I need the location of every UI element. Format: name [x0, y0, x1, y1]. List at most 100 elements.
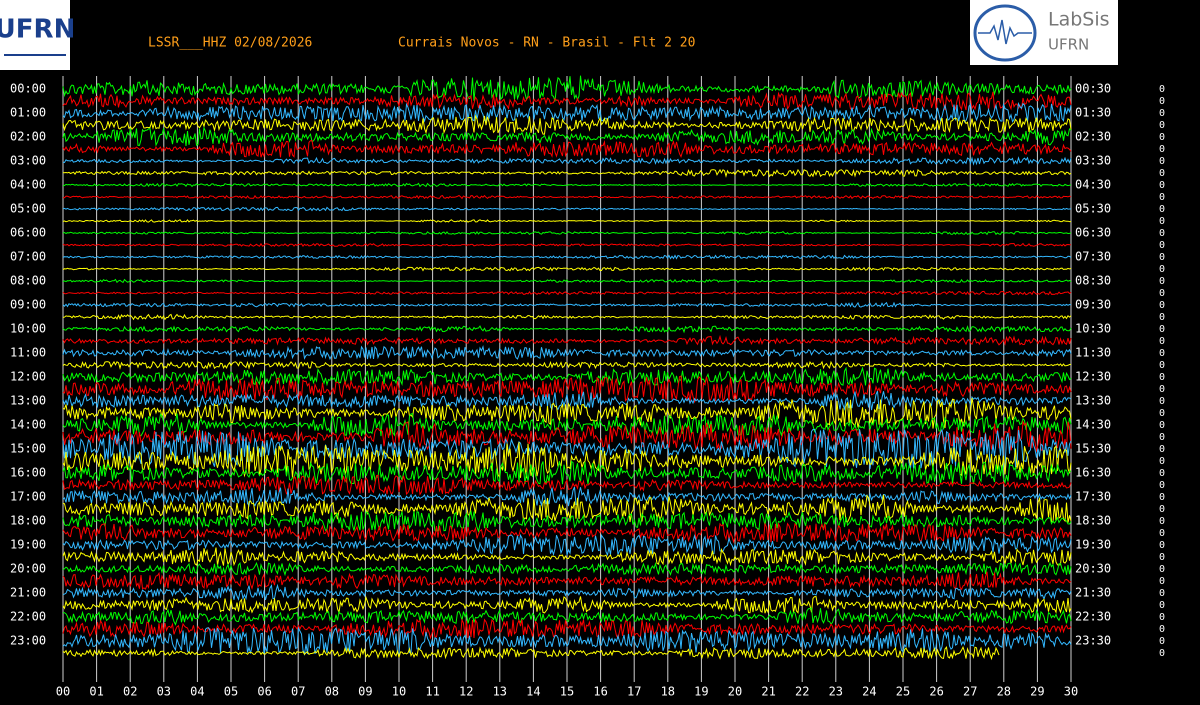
trace: [62, 182, 1072, 188]
hour-label: 05:00: [10, 202, 46, 216]
trace: [62, 206, 1072, 212]
hour-label: 08:00: [10, 274, 46, 288]
row-count: 0: [1159, 456, 1165, 467]
half-hour-label: 16:30: [1075, 466, 1111, 480]
trace: [62, 626, 1072, 657]
trace: [62, 114, 1072, 135]
half-hour-label: 18:30: [1075, 514, 1111, 528]
x-tick-label: 28: [997, 685, 1011, 699]
hour-label: 17:00: [10, 490, 46, 504]
logo-left: UFRN: [0, 0, 75, 70]
trace: [62, 344, 1072, 361]
trace: [62, 509, 1072, 533]
hour-label: 14:00: [10, 418, 46, 432]
half-hour-label: 15:30: [1075, 442, 1111, 456]
trace: [62, 390, 1072, 411]
row-count: 0: [1159, 480, 1165, 491]
half-hour-label: 23:30: [1075, 634, 1111, 648]
logo-ring: [973, 4, 1037, 62]
trace: [62, 607, 1072, 626]
row-count: 0: [1159, 108, 1165, 119]
x-tick-label: 29: [1030, 685, 1044, 699]
row-count: 0: [1159, 636, 1165, 647]
hour-label: 06:00: [10, 226, 46, 240]
hour-label: 01:00: [10, 106, 46, 120]
half-hour-label: 07:30: [1075, 250, 1111, 264]
trace: [62, 618, 1072, 640]
station-label: LSSR___HHZ 02/08/2026: [148, 36, 312, 51]
logo-title: LabSis: [1048, 9, 1110, 31]
trace: [62, 360, 1072, 370]
row-count: 0: [1159, 432, 1165, 443]
trace: [62, 533, 1072, 557]
hour-label: 09:00: [10, 298, 46, 312]
row-count: 0: [1159, 360, 1165, 371]
x-tick-label: 30: [1064, 685, 1078, 699]
row-count: 0: [1159, 120, 1165, 131]
x-tick-label: 15: [560, 685, 574, 699]
labels: 00 01 02 03 04 05 06 07 08 09 10 11 12 13 14 15 16 17 18 19…: [10, 82, 1165, 699]
hour-label: 23:00: [10, 634, 46, 648]
x-tick-label: 12: [459, 685, 473, 699]
half-hour-label: 22:30: [1075, 610, 1111, 624]
trace: [62, 126, 1072, 147]
x-tick-label: 04: [190, 685, 204, 699]
row-count: 0: [1159, 612, 1165, 623]
half-hour-label: 17:30: [1075, 490, 1111, 504]
row-count: 0: [1159, 372, 1165, 383]
half-hour-label: 12:30: [1075, 370, 1111, 384]
row-count: 0: [1159, 204, 1165, 215]
row-count: 0: [1159, 240, 1165, 251]
trace: [62, 219, 1071, 223]
row-count: 0: [1159, 444, 1165, 455]
row-count: 0: [1159, 156, 1165, 167]
row-count: 0: [1159, 84, 1165, 95]
hour-label: 22:00: [10, 610, 46, 624]
x-tick-label: 25: [896, 685, 910, 699]
hour-label: 15:00: [10, 442, 46, 456]
hour-label: 00:00: [10, 82, 46, 96]
hour-label: 12:00: [10, 370, 46, 384]
row-count: 0: [1159, 336, 1165, 347]
hour-label: 03:00: [10, 154, 46, 168]
trace: [62, 194, 1072, 200]
row-count: 0: [1159, 288, 1165, 299]
trace: [62, 301, 1072, 308]
hour-label: 19:00: [10, 538, 46, 552]
half-hour-label: 13:30: [1075, 394, 1111, 408]
row-count: 0: [1159, 348, 1165, 359]
half-hour-label: 01:30: [1075, 106, 1111, 120]
trace: [62, 595, 1072, 615]
x-tick-label: 02: [123, 685, 137, 699]
row-count: 0: [1159, 420, 1165, 431]
trace: [62, 168, 1072, 178]
row-count: 0: [1159, 396, 1165, 407]
row-count: 0: [1159, 132, 1165, 143]
trace: [62, 278, 1072, 284]
half-hour-label: 14:30: [1075, 418, 1111, 432]
row-count: 0: [1159, 564, 1165, 575]
row-count: 0: [1159, 552, 1165, 563]
x-tick-label: 11: [425, 685, 439, 699]
logo-text: UFRN: [0, 15, 75, 45]
x-tick-label: 01: [89, 685, 103, 699]
x-tick-label: 14: [526, 685, 540, 699]
trace: [62, 583, 1072, 601]
trace: [62, 561, 1072, 577]
row-count: 0: [1159, 600, 1165, 611]
x-tick-label: 17: [627, 685, 641, 699]
trace: [62, 645, 1000, 661]
row-count: 0: [1159, 276, 1165, 287]
half-hour-label: 11:30: [1075, 346, 1111, 360]
logo-box: [0, 0, 70, 70]
row-count: 0: [1159, 264, 1165, 275]
trace: [62, 460, 1072, 485]
row-count: 0: [1159, 168, 1165, 179]
row-count: 0: [1159, 468, 1165, 479]
logo-right: LabSis UFRN: [970, 0, 1118, 65]
trace: [62, 547, 1072, 567]
row-count: 0: [1159, 540, 1165, 551]
half-hour-label: 09:30: [1075, 298, 1111, 312]
trace: [62, 325, 1072, 334]
